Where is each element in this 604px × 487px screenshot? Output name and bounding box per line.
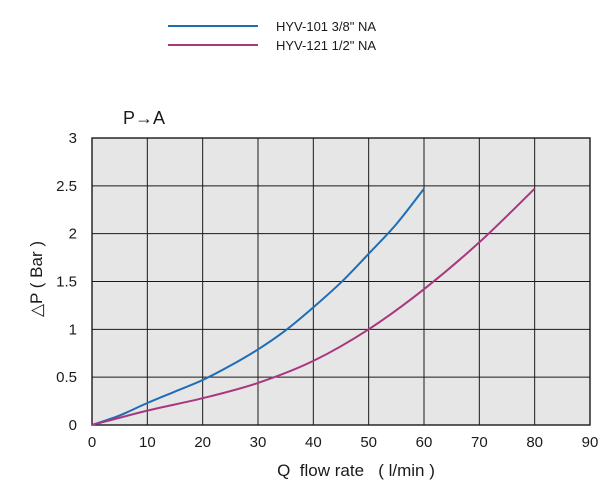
y-tick-label: 2.5 — [56, 178, 77, 195]
x-tick-label: 0 — [88, 434, 96, 451]
y-axis-title: △P ( Bar ) — [27, 241, 46, 317]
x-tick-label: 10 — [139, 434, 156, 451]
y-tick-labels: 0 0.5 1 1.5 2 2.5 3 — [56, 130, 77, 434]
y-tick-label: 2 — [69, 226, 77, 243]
legend-label: HYV-121 1/2" NA — [276, 38, 376, 53]
series-line — [91, 188, 425, 426]
x-tick-labels: 0 10 20 30 40 50 60 70 80 90 — [88, 434, 599, 451]
y-tick-label: 0 — [69, 417, 77, 434]
x-tick-label: 20 — [194, 434, 211, 451]
legend-label: HYV-101 3/8" NA — [276, 19, 376, 34]
grid — [91, 137, 591, 426]
x-tick-label: 90 — [582, 434, 599, 451]
y-tick-label: 0.5 — [56, 369, 77, 386]
y-tick-label: 3 — [69, 130, 77, 147]
plot-border — [91, 137, 591, 426]
panel-title: P→A — [123, 108, 165, 128]
x-tick-label: 70 — [471, 434, 488, 451]
x-tick-label: 30 — [250, 434, 267, 451]
x-tick-label: 40 — [305, 434, 322, 451]
y-tick-label: 1 — [69, 321, 77, 338]
x-tick-label: 60 — [416, 434, 433, 451]
series-line — [91, 187, 536, 426]
x-tick-label: 80 — [526, 434, 543, 451]
x-tick-label: 50 — [360, 434, 377, 451]
y-tick-label: 1.5 — [56, 274, 77, 291]
x-axis-title: Q flow rate ( l/min ) — [277, 461, 435, 480]
series-lines — [91, 187, 536, 426]
legend: HYV-101 3/8" NA HYV-121 1/2" NA — [168, 19, 376, 53]
